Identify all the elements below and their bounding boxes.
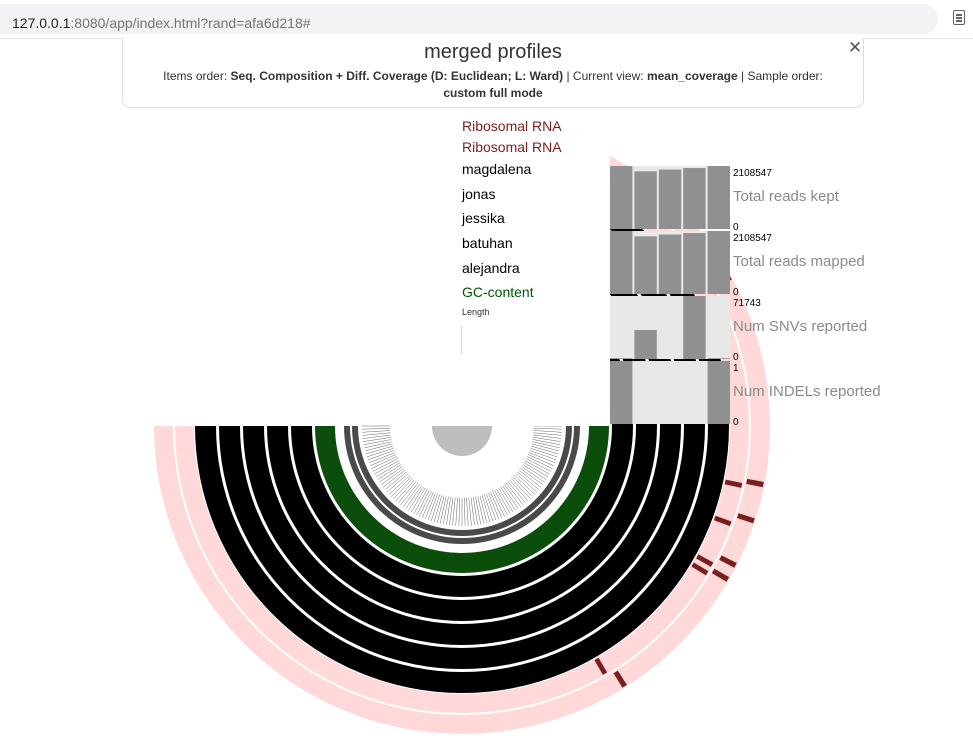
layer-label-jonas: jonas [461,186,495,202]
subtitle: Items order: Seq. Composition + Diff. Co… [141,68,845,102]
bar-layer-bg [610,296,730,359]
bar[interactable] [707,231,730,294]
layer-label-batuhan: batuhan [462,235,513,251]
bar[interactable] [707,166,730,229]
bar-layer-name: Num INDELs reported [733,383,881,400]
bar-min-label: 0 [733,417,739,428]
title-panel: merged profiles Items order: Seq. Compos… [122,38,864,108]
page-title: merged profiles [424,41,562,63]
rrna-hit [713,515,732,527]
bar[interactable] [610,166,633,229]
rrna-hit [594,657,608,675]
bar[interactable] [683,168,706,229]
reader-mode-icon[interactable] [953,10,965,25]
circular-phylogram[interactable]: Ribosomal RNA Ribosomal RNA magdalena jonas… [0,38,973,748]
rrna-hit [711,568,730,582]
layer-label-alejandra: alejandra [462,260,520,276]
items-order-label: Items order: [163,69,228,83]
rrna-hit [737,513,755,524]
bar[interactable] [634,236,657,294]
layer-labels: Ribosomal RNA Ribosomal RNA magdalena jonas… [461,118,562,317]
url-text[interactable]: 127.0.0.1:8080/app/index.html?rand=afa6d… [12,15,311,31]
layer-label-ribosomal-rna: Ribosomal RNA [462,139,562,155]
rrna-hit [724,479,743,488]
url-path: :8080/app/index.html?rand=afa6d218# [70,15,311,31]
close-icon[interactable]: ✕ [847,38,863,57]
bar[interactable] [658,169,682,229]
layer-label-jessika: jessika [461,210,505,226]
label-mask [462,118,610,426]
bar[interactable] [683,296,706,359]
bar[interactable] [707,358,730,359]
rrna-hit [696,554,714,567]
layer-label-ribosomal-rna: Ribosomal RNA [462,118,562,134]
bar[interactable] [634,330,657,359]
bar-min-label: 0 [733,287,739,298]
bar[interactable] [634,171,657,229]
bar[interactable] [610,358,633,359]
bar[interactable] [610,361,633,424]
bar[interactable] [707,361,730,424]
bar-min-label: 0 [733,222,739,233]
browser-address-bar[interactable]: 127.0.0.1:8080/app/index.html?rand=afa6d… [0,0,973,39]
layer-label-length: Length [462,307,490,317]
layer-label-magdalena: magdalena [462,161,531,177]
rrna-hit [691,562,709,576]
bar-layer-name: Num SNVs reported [733,318,867,335]
bar-layer-name: Total reads mapped [733,253,865,270]
current-view-value: mean_coverage [646,69,738,83]
rrna-hit [719,555,737,568]
bar[interactable] [610,231,633,294]
items-order-value: Seq. Composition + Diff. Coverage (D: Eu… [230,69,564,83]
rrna-hit [746,478,764,488]
url-host: 127.0.0.1 [12,15,71,31]
bar[interactable] [658,234,682,294]
rrna-hit [613,670,627,688]
address-field[interactable]: 127.0.0.1:8080/app/index.html?rand=afa6d… [0,4,938,34]
bar-max-label: 71743 [733,298,761,309]
mode-label: full mode [489,86,543,100]
bar-max-label: 2108547 [733,233,772,244]
bar-min-label: 0 [733,352,739,363]
bar-layer-name: Total reads kept [733,188,840,205]
bar[interactable] [683,233,706,294]
sample-order-label: | Sample order: [741,69,823,83]
current-view-label: | Current view: [566,69,644,83]
bar-max-label: 1 [733,363,739,374]
bar-max-label: 2108547 [733,168,772,179]
layer-label-gc-content: GC-content [462,284,534,300]
sample-order-value: custom [443,86,486,100]
